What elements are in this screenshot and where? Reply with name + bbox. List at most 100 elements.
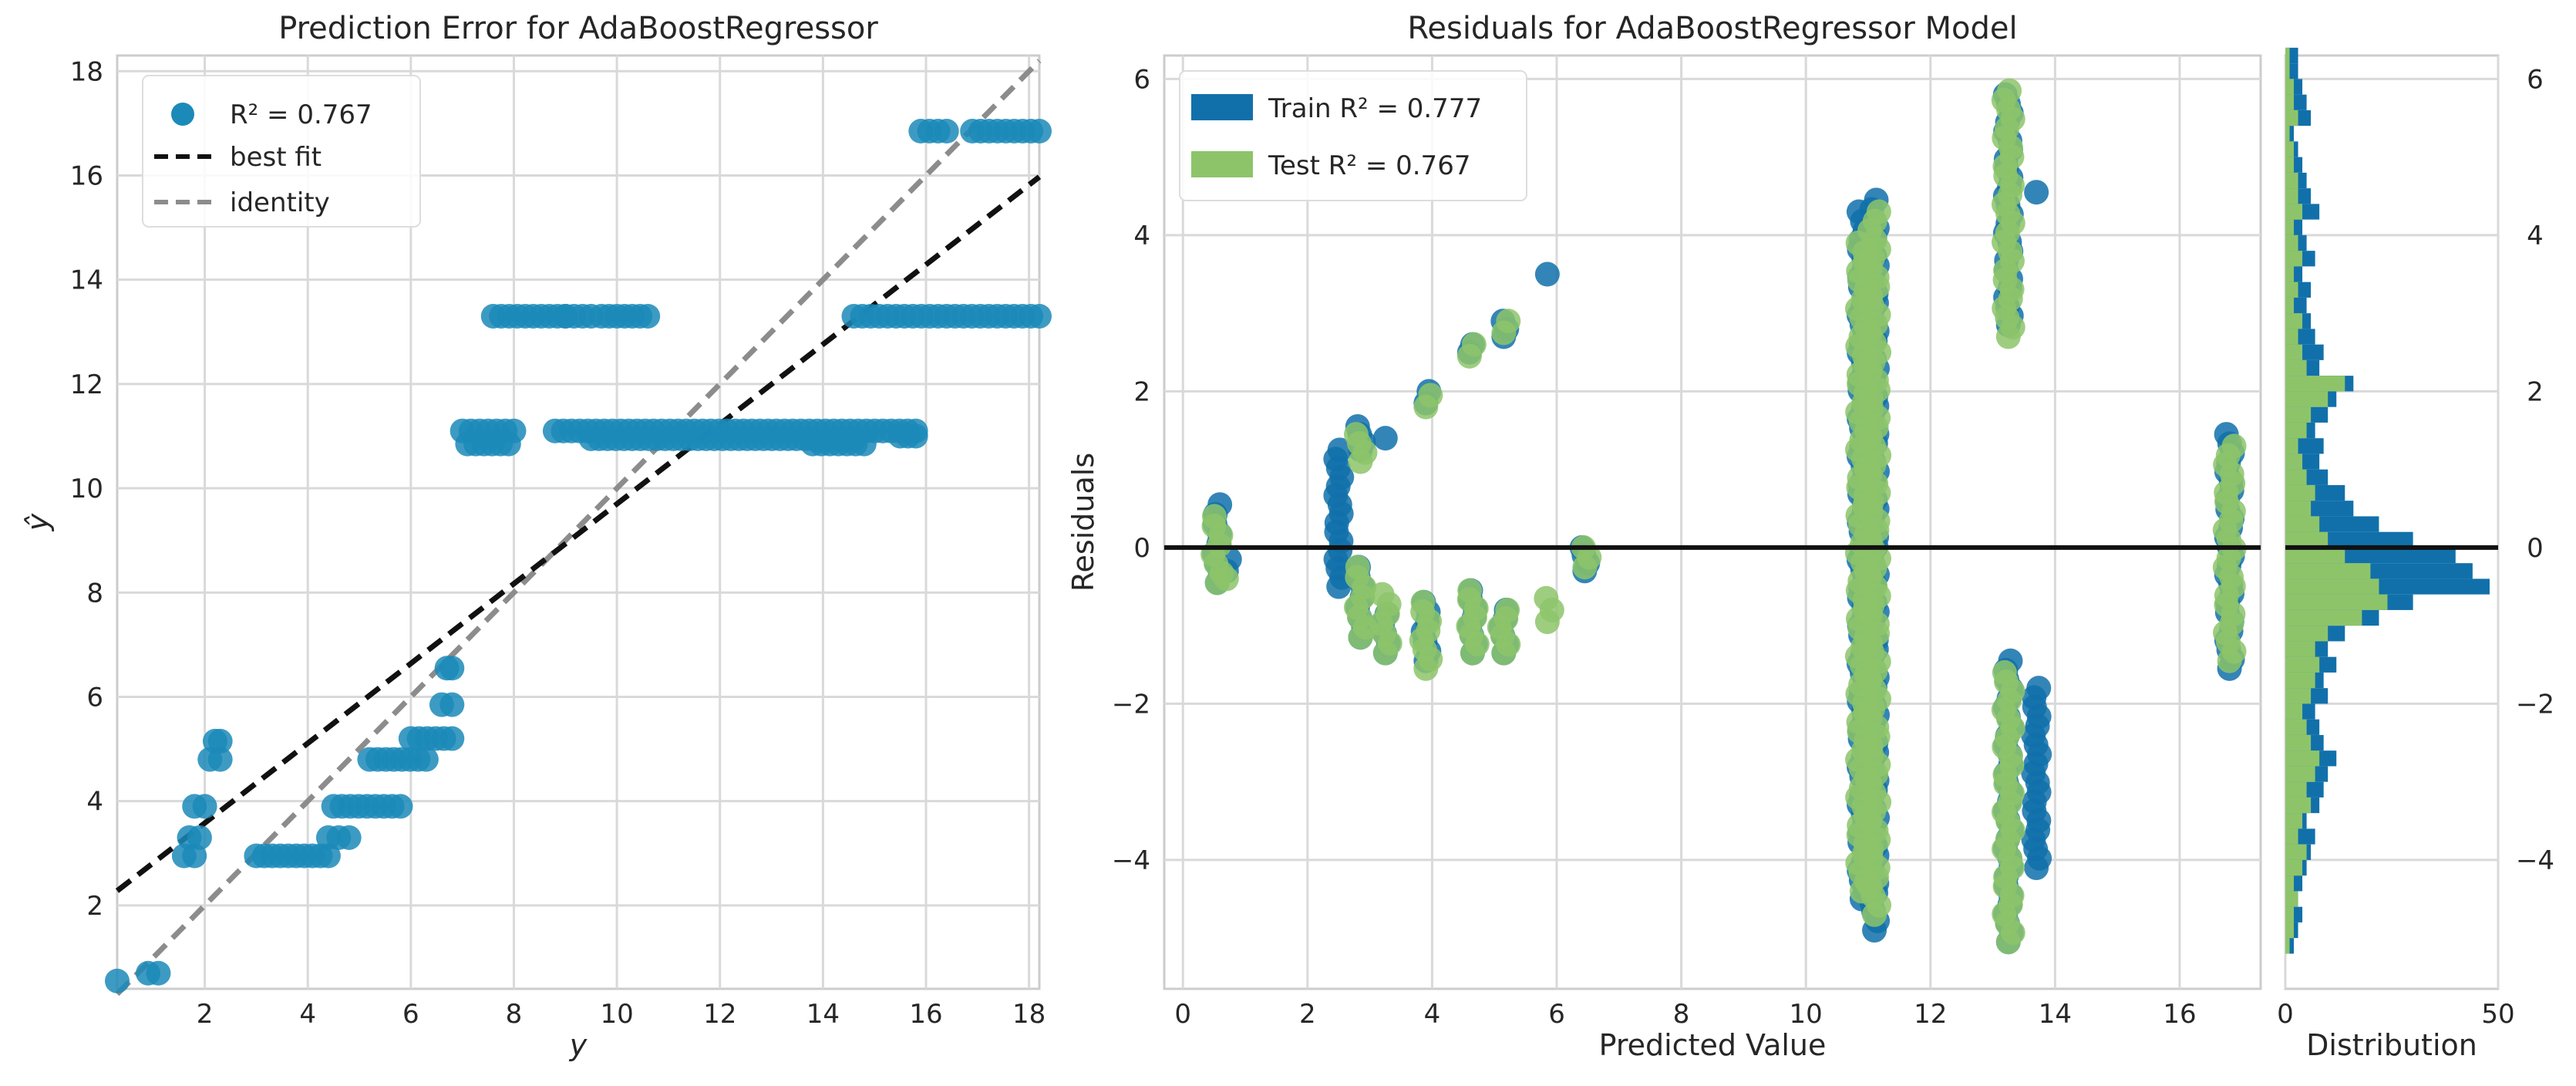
prediction-point [635,303,661,329]
test-histogram-bar [2285,469,2307,485]
prediction-point [934,119,959,144]
prediction-point [336,825,362,850]
test-histogram-bar [2285,594,2388,610]
test-histogram-bar [2285,844,2307,860]
prediction-point [192,794,217,819]
test-histogram-bar [2285,828,2298,845]
test-residual-point [1418,383,1443,408]
prediction-error-panel: 2 4 6 8 10 12 14 16 18 2 4 6 8 10 12 14 16 18 Prediction … [21,11,1052,1062]
y-tick-label: 18 [70,56,103,87]
y-tick-label: 10 [70,474,103,504]
x-tick-label: 2 [197,999,214,1030]
test-histogram-bar [2285,938,2290,954]
test-histogram-bar [2285,454,2303,470]
prediction-error-xlabel: y [569,1028,588,1062]
test-residual-point [1496,309,1521,334]
distribution-bars [2285,47,2490,954]
test-histogram-bar [2285,63,2290,79]
y-tick-label: 0 [1133,533,1150,564]
test-residual-point [2221,433,2247,459]
y-tick-label: 6 [1133,64,1150,95]
test-histogram-bar [2285,547,2345,564]
y-tick-label: 12 [70,369,103,400]
test-histogram-bar [2285,110,2298,126]
prediction-point [439,656,465,681]
test-histogram-bar [2285,422,2307,439]
prediction-point [1027,303,1052,329]
test-residual-point [1992,659,2017,685]
y-tick-label: 4 [2527,221,2544,251]
test-histogram-bar [2285,766,2315,782]
x-tick-label: 4 [1424,999,1441,1030]
prediction-point [903,423,928,449]
test-histogram-bar [2285,656,2320,673]
train-residual-point [1327,437,1352,463]
test-histogram-bar [2285,359,2307,376]
x-tick-label: 0 [1174,999,1191,1030]
test-histogram-bar [2285,391,2329,407]
test-histogram-bar [2285,157,2295,173]
test-histogram-bar [2285,313,2303,329]
test-histogram-bar [2285,672,2315,689]
prediction-point [105,968,130,993]
test-histogram-bar [2285,376,2345,392]
prediction-point [439,726,465,751]
prediction-point [1027,119,1052,144]
test-histogram-bar [2285,329,2298,345]
test-histogram-bar [2285,438,2298,454]
y-tick-label: 2 [1133,376,1150,407]
test-histogram-bar [2285,609,2362,626]
x-tick-label: 10 [1790,999,1823,1030]
x-tick-label: 12 [703,999,736,1030]
distribution-xlabel: Distribution [2306,1028,2477,1062]
y-tick-label: 4 [86,787,103,818]
test-histogram-bar [2285,484,2315,501]
test-residual-point [1457,578,1483,603]
prediction-point [187,825,212,850]
train-residual-point [2024,180,2049,205]
x-tick-label: 6 [402,999,419,1030]
test-histogram-bar [2285,781,2307,798]
test-histogram-bar [2285,875,2295,892]
test-histogram-bar [2285,501,2312,517]
x-tick-label: 50 [2481,999,2514,1030]
best-fit-line [115,174,1042,893]
residuals-ylabel: Residuals [1066,453,1100,592]
test-residual-point [1495,597,1520,622]
test-histogram-bar [2285,813,2303,829]
test-histogram-bar [2285,641,2315,657]
x-tick-label: 10 [600,999,633,1030]
prediction-error-legend-box [142,75,421,228]
residuals-legend: Train R² = 0.777 Test R² = 0.767 [1179,70,1527,201]
prediction-error-ylabel: ŷ [21,513,55,531]
prediction-error-points [105,119,1052,993]
legend-scatter-label: R² = 0.767 [230,99,372,130]
residuals-tick-labels: 0 2 4 6 8 10 12 14 16 −4 −2 0 2 4 6 [1112,64,2197,1030]
residuals-points [1200,78,2247,955]
prediction-error-legend: R² = 0.767 best fit identity [142,75,421,228]
test-histogram-bar [2285,344,2303,360]
test-histogram-bar [2285,734,2312,751]
train-residual-point [1534,261,1560,287]
test-histogram-bar [2285,266,2295,282]
prediction-point [496,431,521,457]
residuals-xlabel: Predicted Value [1599,1028,1827,1062]
train-residual-point [2026,676,2052,701]
prediction-point [413,747,439,772]
test-histogram-bar [2285,688,2312,704]
test-histogram-bar [2285,797,2312,814]
x-tick-label: 8 [506,999,523,1030]
y-tick-label: 0 [2527,533,2544,564]
test-histogram-bar [2285,204,2303,220]
y-tick-label: 6 [86,682,103,713]
test-histogram-bar [2285,922,2295,939]
test-histogram-bar [2285,531,2329,548]
y-tick-label: −2 [2516,689,2554,720]
y-tick-label: 6 [2527,64,2544,95]
test-histogram-bar [2285,141,2295,157]
distribution-panel: 0 50 −4 −2 0 2 4 6 Distribution [2277,47,2554,1062]
test-residual-point [1410,589,1436,615]
test-residual-point [1534,585,1559,611]
train-residual-point [1372,426,1398,451]
